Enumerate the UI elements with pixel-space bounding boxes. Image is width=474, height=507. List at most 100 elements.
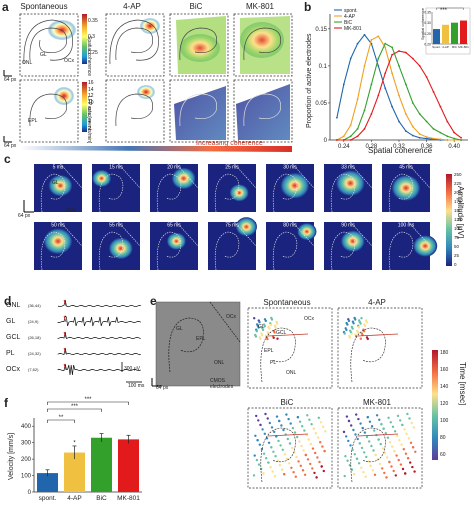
map-bic-rate bbox=[169, 79, 229, 143]
panel-f-ylabel: Velocity [mm/s] bbox=[8, 432, 15, 480]
panel-b-point-3-3 bbox=[356, 135, 359, 138]
panel-a-ocx-label: OCx bbox=[64, 58, 74, 64]
panel-c-blob-0-0 bbox=[48, 174, 73, 197]
panel-e-dot-3-97 bbox=[372, 449, 375, 452]
coherence-gradient-bar bbox=[20, 146, 292, 152]
panel-e-dot-3-119 bbox=[382, 427, 385, 430]
panel-c-border-0-1 bbox=[118, 163, 141, 189]
panel-c-outline-0-3 bbox=[214, 173, 240, 213]
panel-b-point-3-6 bbox=[377, 94, 380, 97]
panel-e-dot-3-116 bbox=[374, 453, 377, 457]
panel-e-dot-2-80 bbox=[324, 430, 327, 433]
panel-a-cbar-top-tick-1: 0.3 bbox=[88, 34, 95, 40]
panel-c-time-0-0: 5 ms bbox=[53, 165, 64, 171]
panel-e-dot-3-51 bbox=[370, 425, 374, 428]
panel-c-time-1-5: 90 ms bbox=[341, 223, 355, 229]
panel-e-dot-2-101 bbox=[307, 438, 310, 441]
panel-b-inset-xtick-2: BiC bbox=[452, 45, 458, 49]
panel-b-xtick-2: 0.32 bbox=[393, 144, 405, 150]
panel-b-point-2-4 bbox=[363, 109, 366, 112]
panel-b-legend-3: MK-801 bbox=[344, 26, 362, 32]
panel-e-dot-3-23 bbox=[345, 435, 348, 438]
panel-d-marker-1 bbox=[63, 315, 67, 323]
panel-b-point-1-17 bbox=[453, 139, 456, 141]
panel-e-dot-2-30 bbox=[288, 462, 291, 465]
panel-e-dot-2-114 bbox=[293, 431, 297, 434]
panel-e-map-0 bbox=[247, 307, 333, 389]
panel-e-dot-3-92 bbox=[383, 471, 386, 475]
panel-b-inset-bracket bbox=[436, 7, 464, 10]
panel-e-dot-0-39 bbox=[266, 337, 269, 341]
panel-e-dot-3-81 bbox=[378, 418, 381, 421]
panel-f-bracket-2 bbox=[47, 419, 75, 423]
panel-e-dot-2-77 bbox=[316, 456, 319, 459]
panel-e-dot-2-47 bbox=[309, 462, 312, 466]
panel-e-dot-3-26 bbox=[352, 473, 356, 476]
panel-e-dot-2-49 bbox=[290, 466, 293, 469]
panel-e-dot-0-25 bbox=[261, 328, 265, 332]
panel-b-point-2-9 bbox=[398, 64, 400, 67]
panel-e-dot-3-62 bbox=[375, 414, 379, 417]
panel-c-time-1-2: 65 ms bbox=[167, 223, 181, 229]
panel-e-dot-3-117 bbox=[401, 423, 404, 427]
panel-e-dot-3-24 bbox=[371, 469, 374, 472]
panel-e-dot-2-20 bbox=[309, 442, 313, 446]
panel-b-point-2-13 bbox=[425, 120, 428, 123]
panel-e-img-onl: ONL bbox=[214, 360, 225, 366]
panel-b-inset-bar-0 bbox=[433, 29, 440, 44]
panel-c-blob-0-6 bbox=[391, 175, 421, 201]
panel-e-dot-3-71 bbox=[399, 463, 403, 466]
panel-e-dot-2-98 bbox=[299, 464, 302, 467]
panel-c-time-1-1: 55 ms bbox=[109, 223, 123, 229]
panel-f-xtick-1: 4-AP bbox=[67, 495, 81, 502]
panel-d-trace-3 bbox=[57, 347, 141, 356]
panel-e-dot-3-101 bbox=[406, 457, 410, 460]
panel-b-point-3-16 bbox=[446, 120, 449, 123]
map-mk801-rate bbox=[233, 79, 293, 143]
panel-c-border-0-6 bbox=[408, 163, 431, 189]
panel-e-dot-3-37 bbox=[357, 462, 361, 465]
panel-e-dot-2-60 bbox=[295, 455, 298, 459]
panel-e-dot-2-59 bbox=[268, 421, 271, 425]
panel-e-outline-3 bbox=[350, 427, 386, 483]
panel-b-inset-bar-1 bbox=[442, 24, 449, 44]
panel-e-arrow-1 bbox=[357, 333, 399, 337]
panel-e-dot-3-73 bbox=[381, 467, 384, 470]
panel-e-slice-border bbox=[209, 301, 241, 343]
panel-c-outline-0-4 bbox=[272, 173, 298, 213]
panel-c-border-1-1 bbox=[118, 221, 141, 247]
map-4ap-rate bbox=[105, 79, 165, 143]
panel-b-inset-bar-2 bbox=[451, 22, 458, 44]
panel-a-cbar-bottom-tick-7: 2 bbox=[88, 125, 91, 132]
panel-e-dot-3-69 bbox=[346, 459, 349, 462]
panel-e-dot-2-96 bbox=[318, 460, 321, 464]
panel-e-dot-3-32 bbox=[368, 420, 372, 423]
panel-d-marker-3 bbox=[63, 347, 67, 355]
panel-e-dot-2-118 bbox=[256, 439, 259, 442]
panel-e-dot-2-37 bbox=[258, 443, 261, 446]
panel-b-label: b bbox=[304, 0, 312, 14]
panel-e-dot-2-43 bbox=[274, 455, 277, 458]
panel-b-point-1-11 bbox=[411, 125, 414, 128]
panel-e-dot-3-64 bbox=[357, 417, 360, 421]
panel-e-dot-3-110 bbox=[358, 442, 361, 445]
panel-e-dot-0-30 bbox=[258, 321, 261, 324]
panel-e-dot-3-57 bbox=[386, 436, 390, 439]
panel-c-cbar-tick-2: 200 bbox=[454, 190, 462, 195]
panel-e-dot-3-25 bbox=[398, 439, 401, 442]
panel-c-ocx-label: OCx bbox=[66, 208, 76, 214]
panel-b-point-0-7 bbox=[384, 87, 387, 90]
panel-f-ytick-0: 400 bbox=[21, 424, 32, 430]
panel-e-dot-0-38 bbox=[257, 326, 260, 329]
panel-e-dot-3-65 bbox=[383, 451, 387, 455]
panel-a-onl-label: ONL bbox=[22, 60, 33, 66]
panel-c-time-1-6: 100 ms bbox=[398, 223, 415, 229]
panel-e-dot-3-34 bbox=[350, 424, 353, 427]
panel-c-border-1-5 bbox=[350, 221, 373, 247]
panel-e-dot-2-74 bbox=[308, 418, 311, 421]
panel-c-blob-0-3 bbox=[229, 184, 249, 202]
panel-e-cbar-tick-2: 140 bbox=[440, 384, 449, 390]
panel-e-dot-3-75 bbox=[362, 471, 365, 474]
panel-b-point-1-14 bbox=[432, 137, 435, 140]
